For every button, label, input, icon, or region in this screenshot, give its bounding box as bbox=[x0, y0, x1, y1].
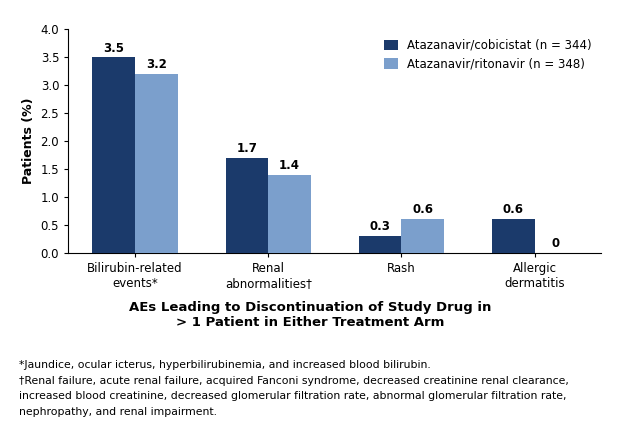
Legend: Atazanavir/cobicistat (n = 344), Atazanavir/ritonavir (n = 348): Atazanavir/cobicistat (n = 344), Atazana… bbox=[380, 35, 595, 75]
Text: nephropathy, and renal impairment.: nephropathy, and renal impairment. bbox=[19, 407, 216, 417]
Text: 0.6: 0.6 bbox=[412, 203, 433, 216]
Text: 1.4: 1.4 bbox=[279, 159, 300, 172]
Text: 3.5: 3.5 bbox=[104, 42, 124, 55]
Text: increased blood creatinine, decreased glomerular filtration rate, abnormal glome: increased blood creatinine, decreased gl… bbox=[19, 391, 566, 401]
Bar bbox=[268, 174, 311, 253]
Text: †Renal failure, acute renal failure, acquired Fanconi syndrome, decreased creati: †Renal failure, acute renal failure, acq… bbox=[19, 376, 569, 386]
Bar bbox=[92, 57, 135, 253]
Bar bbox=[135, 74, 178, 253]
Text: 1.7: 1.7 bbox=[236, 142, 257, 155]
Text: 0.3: 0.3 bbox=[370, 220, 391, 233]
Bar bbox=[492, 219, 534, 253]
Bar bbox=[401, 219, 444, 253]
Text: 0: 0 bbox=[552, 237, 560, 250]
Text: *Jaundice, ocular icterus, hyperbilirubinemia, and increased blood bilirubin.: *Jaundice, ocular icterus, hyperbilirubi… bbox=[19, 360, 430, 370]
Text: 3.2: 3.2 bbox=[146, 58, 167, 71]
Text: AEs Leading to Discontinuation of Study Drug in
> 1 Patient in Either Treatment : AEs Leading to Discontinuation of Study … bbox=[129, 301, 491, 329]
Y-axis label: Patients (%): Patients (%) bbox=[22, 98, 35, 184]
Bar bbox=[226, 158, 268, 253]
Bar bbox=[359, 236, 401, 253]
Text: 0.6: 0.6 bbox=[503, 203, 524, 216]
